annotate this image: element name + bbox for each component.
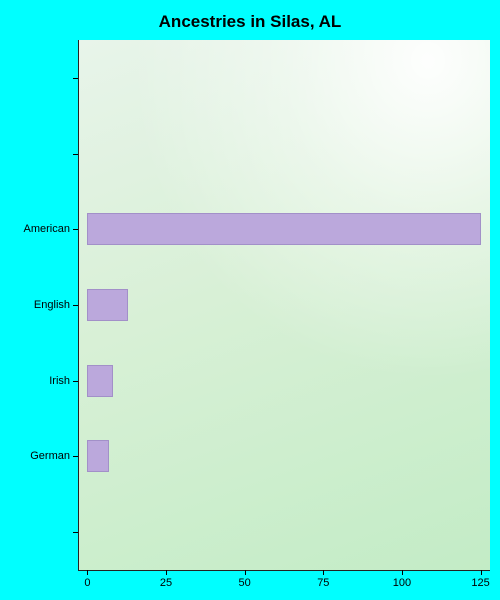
x-tick-mark [87, 570, 88, 575]
x-tick-label: 75 [317, 577, 329, 589]
x-tick-label: 50 [239, 577, 251, 589]
y-tick-label: Irish [49, 375, 70, 387]
y-tick-label: German [30, 450, 70, 462]
x-axis-line [78, 570, 490, 571]
x-tick-label: 100 [393, 577, 411, 589]
y-tick-label: English [34, 299, 70, 311]
chart-canvas: Ancestries in Silas, AL City-Data.com Am… [0, 0, 500, 600]
y-tick-mark [73, 305, 78, 306]
y-tick-label: American [24, 223, 70, 235]
y-tick-mark [73, 154, 78, 155]
y-tick-mark [73, 229, 78, 230]
x-tick-mark [245, 570, 246, 575]
y-tick-mark [73, 381, 78, 382]
bar [87, 440, 109, 472]
x-tick-mark [481, 570, 482, 575]
plot-area [78, 40, 490, 570]
bar [87, 213, 480, 245]
x-tick-label: 125 [471, 577, 489, 589]
y-tick-mark [73, 532, 78, 533]
y-tick-mark [73, 456, 78, 457]
bar [87, 289, 128, 321]
y-axis-line [78, 40, 79, 570]
x-tick-mark [166, 570, 167, 575]
x-tick-label: 0 [84, 577, 90, 589]
x-tick-mark [402, 570, 403, 575]
y-tick-mark [73, 78, 78, 79]
x-tick-label: 25 [160, 577, 172, 589]
x-tick-mark [323, 570, 324, 575]
chart-title: Ancestries in Silas, AL [0, 12, 500, 32]
bar [87, 365, 112, 397]
